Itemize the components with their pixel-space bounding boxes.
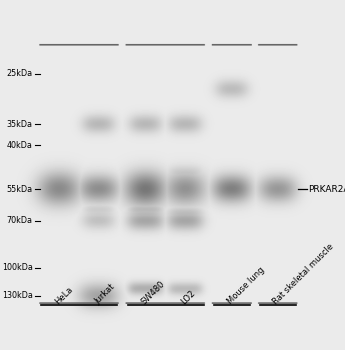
Text: HeLa: HeLa: [53, 285, 75, 306]
Text: 35kDa: 35kDa: [7, 120, 33, 129]
Text: 40kDa: 40kDa: [7, 141, 33, 150]
Text: Jurkat: Jurkat: [93, 282, 117, 306]
Text: Rat skeletal muscle: Rat skeletal muscle: [272, 242, 336, 306]
Text: 100kDa: 100kDa: [2, 263, 33, 272]
Text: PRKAR2A/PKR2: PRKAR2A/PKR2: [308, 184, 345, 194]
Text: 25kDa: 25kDa: [7, 69, 33, 78]
Text: LO2: LO2: [179, 288, 197, 306]
Text: 70kDa: 70kDa: [7, 216, 33, 225]
Text: 55kDa: 55kDa: [7, 184, 33, 194]
Text: SW480: SW480: [139, 279, 167, 306]
Text: 130kDa: 130kDa: [2, 291, 33, 300]
Text: Mouse lung: Mouse lung: [226, 266, 266, 306]
